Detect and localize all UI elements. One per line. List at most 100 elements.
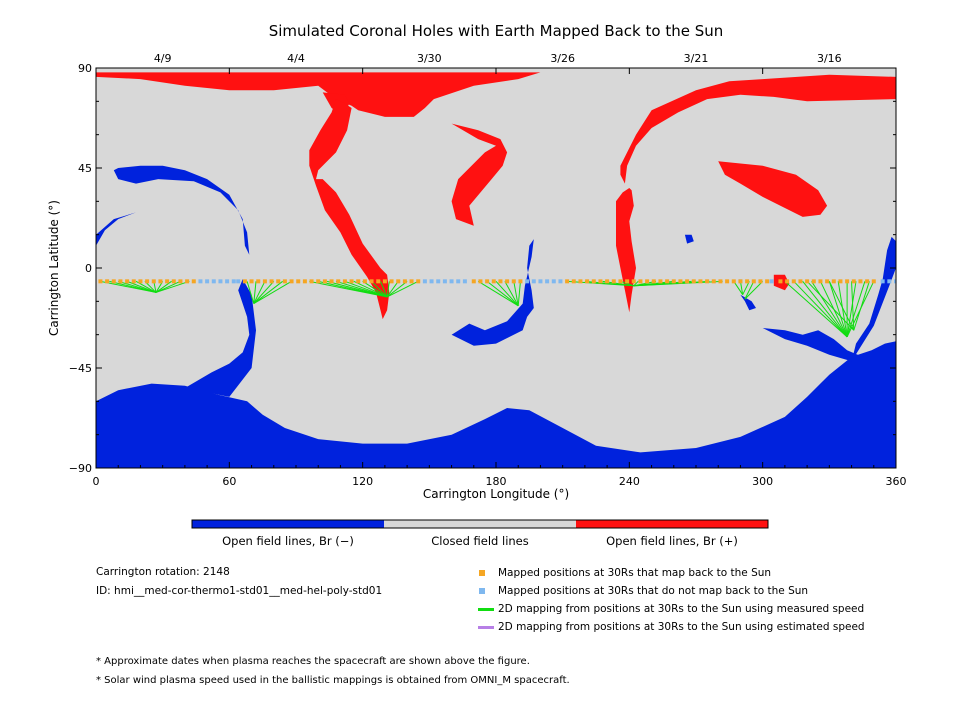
mapped-point [758, 279, 763, 284]
mapped-point [865, 279, 870, 284]
mapped-point [402, 279, 407, 284]
mapped-point [282, 279, 287, 284]
date-tick-label: 3/26 [550, 52, 575, 65]
date-tick-label: 4/4 [287, 52, 305, 65]
measured-mapping-line [486, 280, 519, 307]
x-tick-label: 240 [619, 475, 640, 488]
measured-mapping-line [517, 281, 521, 306]
measured-mapping-line [744, 281, 755, 300]
measured-mapping-line [828, 281, 848, 338]
mapped-point [185, 279, 190, 284]
x-tick-label: 180 [486, 475, 507, 488]
date-tick-label: 3/30 [417, 52, 442, 65]
unmapped-point [880, 279, 885, 284]
mapped-point [858, 279, 863, 284]
mapped-point [151, 279, 156, 284]
unmapped-point [894, 279, 896, 284]
mapped-point [118, 279, 123, 284]
measured-mapping-line [386, 281, 390, 297]
mapped-point [256, 279, 261, 284]
measured-mapping-line [246, 281, 255, 304]
mapped-point [105, 279, 110, 284]
mapped-point [171, 279, 176, 284]
positive-hole-region [451, 123, 508, 226]
mapped-point [851, 279, 856, 284]
footnote-speed: * Solar wind plasma speed used in the ba… [96, 675, 570, 686]
date-tick-label: 4/9 [154, 52, 172, 65]
unmapped-point [211, 279, 216, 284]
mapped-point [498, 279, 503, 284]
mapped-point [329, 279, 334, 284]
positive-hole-region [616, 188, 636, 313]
measured-mapping-line [633, 280, 639, 287]
positive-hole-region [309, 99, 390, 320]
measured-mapping-line [733, 281, 744, 295]
negative-hole-region [762, 328, 863, 362]
mapped-point [269, 279, 274, 284]
trajectory-points [98, 279, 896, 284]
legend-item: Mapped positions at 30Rs that map back t… [478, 566, 771, 580]
mapped-point [316, 279, 321, 284]
unmapped-point [205, 279, 210, 284]
unmapped-point [236, 279, 241, 284]
measured-mapping-line [846, 281, 866, 338]
measured-mapping-line [362, 280, 388, 298]
legend-square-swatch [478, 585, 496, 597]
unmapped-point [225, 279, 230, 284]
y-tick-label: 45 [78, 162, 92, 175]
unmapped-point [558, 279, 563, 284]
mapped-point [625, 279, 630, 284]
positive-hole-region [718, 161, 828, 217]
mapped-point [276, 279, 281, 284]
measured-mapping-line [253, 280, 283, 304]
legend-label: Mapped positions at 30Rs that do not map… [498, 585, 809, 597]
unmapped-point [887, 279, 892, 284]
mapped-point [645, 279, 650, 284]
measured-mapping-line [802, 281, 848, 338]
mapped-point [518, 279, 523, 284]
negative-hole-region [740, 294, 756, 311]
mapped-point [731, 279, 736, 284]
mapped-point [578, 279, 583, 284]
mapped-point [711, 279, 716, 284]
measured-mapping-line [386, 280, 408, 298]
mapped-point [322, 279, 327, 284]
mapped-point [598, 279, 603, 284]
mapped-point [478, 279, 483, 284]
measured-mapping-line [744, 280, 764, 300]
legend-item: 2D mapping from positions at 30Rs to the… [478, 620, 865, 634]
x-tick-label: 60 [222, 475, 236, 488]
measured-mapping-line [853, 281, 870, 331]
colorbar-label: Open field lines, Br (+) [606, 534, 738, 548]
mapped-point [262, 279, 267, 284]
negative-hole-region [684, 234, 694, 244]
mapped-point [745, 279, 750, 284]
unmapped-point [551, 279, 556, 284]
mapped-point [845, 279, 850, 284]
measured-mapping-line [379, 281, 388, 298]
mapped-point [145, 279, 150, 284]
colorbar-segment [384, 520, 576, 528]
mapped-point [705, 279, 710, 284]
negative-hole-region [851, 236, 896, 362]
colorbar-segment [192, 520, 384, 528]
mapped-point [638, 279, 643, 284]
mapped-point [738, 279, 743, 284]
mapped-point [165, 279, 170, 284]
measured-mapping-line [386, 280, 419, 298]
mapped-point [396, 279, 401, 284]
unmapped-point [436, 279, 441, 284]
y-axis-label: Carrington Latitude (°) [47, 200, 61, 336]
axes: 0 60 120 180 240 300 360 90 45 0 −45 −90 [69, 62, 907, 488]
mapped-point [178, 279, 183, 284]
mapped-point [658, 279, 663, 284]
mapped-point [485, 279, 490, 284]
mapped-point [585, 279, 590, 284]
y-tick-label: −45 [69, 362, 92, 375]
colorbar-frame [191, 519, 769, 529]
mapped-point [491, 279, 496, 284]
mapped-point [671, 279, 676, 284]
colorbar-label: Closed field lines [431, 534, 529, 548]
positive-hole-region [96, 72, 541, 117]
unmapped-point [462, 279, 467, 284]
